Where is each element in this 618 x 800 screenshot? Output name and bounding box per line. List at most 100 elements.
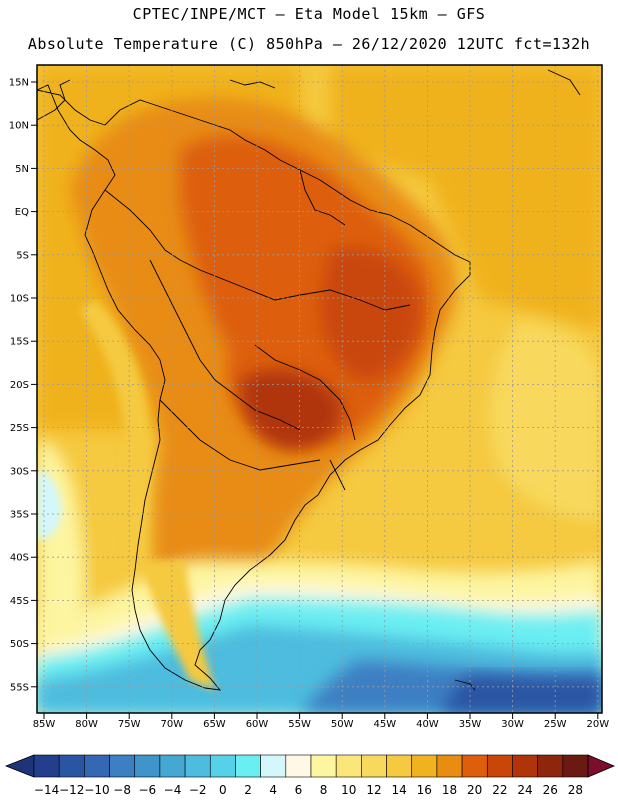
colorbar-label: −4 [164, 783, 182, 797]
lat-label: 50S [10, 639, 29, 650]
colorbar-swatch [361, 754, 387, 778]
lon-label: 35W [459, 719, 482, 730]
colorbar-label: −12 [59, 783, 84, 797]
colorbar-label: 10 [341, 783, 356, 797]
colorbar-label: −10 [84, 783, 109, 797]
border-uruguay [329, 459, 346, 491]
map-frame [36, 64, 603, 714]
colorbar-swatch [159, 754, 186, 778]
colorbar-label: 14 [391, 783, 406, 797]
border-amazon [104, 189, 411, 311]
colorbar-swatch [486, 754, 513, 778]
lon-label: 80W [75, 719, 98, 730]
colorbar-label: 16 [417, 783, 432, 797]
lon-label: 60W [246, 719, 269, 730]
temperature-field [37, 65, 602, 713]
colorbar-swatch [184, 754, 211, 778]
lat-label: EQ [15, 207, 29, 218]
lon-label: 55W [288, 719, 311, 730]
colorbar-swatch [260, 754, 287, 778]
lat-label: 20S [10, 380, 29, 391]
colorbar-label: −14 [34, 783, 59, 797]
lon-label: 45W [373, 719, 396, 730]
colorbar-label: 18 [442, 783, 457, 797]
field-andes-cool [80, 300, 150, 625]
longitude-labels: 85W 80W 75W 70W 65W 60W 55W 50W 45W 40W 35W 30W 25W 2… [33, 713, 609, 730]
caribbean-coast [229, 79, 276, 89]
lon-label: 25W [544, 719, 567, 730]
lat-label: 30S [10, 466, 29, 477]
lat-label: 10S [10, 294, 29, 305]
colorbar-swatch [84, 754, 110, 778]
colorbar-label: 22 [492, 783, 507, 797]
lon-label: 65W [203, 719, 226, 730]
lat-label: 5N [15, 164, 29, 175]
lat-label: 10N [9, 121, 29, 132]
colorbar-swatch [209, 754, 236, 778]
border-paraguay [254, 344, 356, 441]
lat-label: 15N [9, 78, 29, 89]
colorbar-swatch [58, 754, 85, 778]
colorbar-swatch [537, 754, 564, 778]
lat-label: 5S [16, 250, 29, 261]
latitude-labels: 15N 10N 5N EQ 5S 10S 15S 20S 25S 30S 35S 40S 45S 50S 5… [9, 78, 37, 693]
colorbar-swatch [310, 754, 337, 778]
colorbar-label: 12 [366, 783, 381, 797]
lon-label: 75W [118, 719, 141, 730]
colorbar-label: 6 [295, 783, 303, 797]
lon-label: 50W [331, 719, 354, 730]
colorbar-label: 20 [467, 783, 482, 797]
field-minus12-south [440, 675, 602, 713]
lat-label: 40S [10, 553, 29, 564]
colorbar-label: 26 [543, 783, 558, 797]
lat-label: 45S [10, 596, 29, 607]
colorbar-swatch [411, 754, 438, 778]
field-22-24-brazil [320, 247, 421, 380]
lat-label: 35S [10, 510, 29, 521]
colorbar-label: −2 [189, 783, 207, 797]
lat-label: 55S [10, 682, 29, 693]
colorbar-label: 28 [568, 783, 583, 797]
colorbar-lower-arrow [4, 754, 35, 778]
colorbar-swatch [134, 754, 161, 778]
colorbar-label: 4 [269, 783, 277, 797]
lon-label: 30W [501, 719, 524, 730]
chart-title-line2: Absolute Temperature (C) 850hPa – 26/12/… [27, 35, 591, 53]
colorbar-label: −6 [138, 783, 156, 797]
chart-title-line1: CPTEC/INPE/MCT – Eta Model 15km – GFS [132, 5, 486, 23]
colorbar-swatch [562, 754, 589, 778]
colorbar-swatch [109, 754, 136, 778]
south-america-coastline [37, 84, 471, 691]
colorbar-swatch [436, 754, 463, 778]
caribbean-islands [547, 69, 581, 96]
lon-label: 85W [33, 719, 56, 730]
lat-lon-grid [37, 65, 602, 713]
lon-label: 20W [586, 719, 609, 730]
colorbar-upper-arrow [587, 754, 616, 778]
lon-label: 70W [160, 719, 183, 730]
colorbar-label: −8 [113, 783, 131, 797]
colorbar-swatch [285, 754, 312, 778]
colorbar: −14 −12 −10 −8 −6 −4 −2 0 2 4 6 8 10 12 14 16 18 20 22 24 26… [4, 754, 616, 797]
field-16-18-north [330, 65, 602, 330]
falklands-coast [454, 679, 476, 691]
field-patagonia [140, 560, 215, 690]
field-24-26-southbrazil [240, 369, 342, 450]
border-bolivia-brazil [149, 259, 301, 431]
lon-label: 40W [416, 719, 439, 730]
border-argentina-north [159, 399, 321, 471]
field-4-6-pacific [37, 470, 62, 540]
coastlines [37, 69, 581, 691]
field-12-14-east [489, 320, 602, 520]
colorbar-swatch [335, 754, 362, 778]
lat-label: 25S [10, 423, 29, 434]
colorbar-swatch [235, 754, 261, 778]
lat-label: 15S [10, 337, 29, 348]
colorbar-swatch [386, 754, 413, 778]
colorbar-label: 8 [320, 783, 328, 797]
colorbar-swatch [461, 754, 488, 778]
colorbar-label: 0 [219, 783, 227, 797]
border-guianas [299, 169, 346, 226]
central-america-coast [37, 79, 71, 121]
